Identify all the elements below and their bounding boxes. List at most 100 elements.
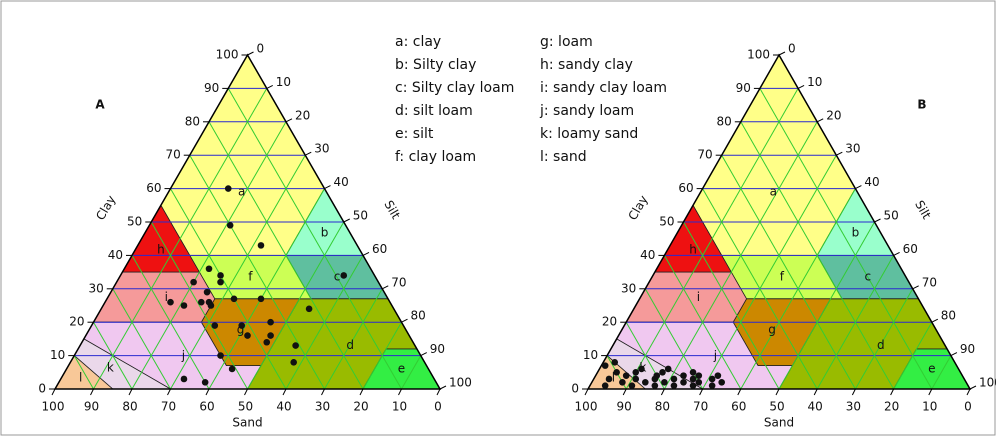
sample-point — [207, 302, 215, 309]
sample-point — [267, 318, 274, 326]
sample-point — [244, 332, 251, 339]
sample-point — [664, 365, 672, 373]
silt-grid-line — [854, 288, 914, 390]
sand-tick — [660, 388, 665, 396]
clay-tick-label: 50 — [659, 215, 674, 229]
silt-tick-label: 60 — [903, 242, 918, 256]
sample-point — [659, 369, 666, 376]
sample-point — [217, 278, 224, 286]
sample-point — [708, 382, 716, 389]
legend-entry: k: loamy sand — [540, 126, 638, 142]
sand-grid-line — [683, 221, 780, 390]
sand-tick-label: 60 — [731, 400, 746, 414]
silt-grid-line — [324, 288, 383, 390]
sample-point — [226, 222, 234, 229]
sample-point — [217, 272, 224, 279]
region-label: c — [334, 270, 341, 284]
silt-tick-label: 0 — [788, 42, 796, 56]
silt-grid-line — [625, 88, 799, 390]
silt-tick — [893, 251, 900, 256]
legend-entry: c: Silty clay loam — [395, 80, 514, 96]
silt-tick — [797, 84, 805, 89]
sand-tick — [398, 388, 402, 396]
sample-point — [714, 372, 722, 379]
sand-tick — [359, 388, 364, 396]
sand-tick — [699, 388, 704, 396]
silt-tick — [836, 151, 843, 156]
sand-tick — [282, 388, 287, 396]
region-label: d — [877, 338, 885, 352]
region-label: g — [237, 323, 245, 337]
clay-tick-label: 0 — [38, 382, 46, 396]
sand-tick-label: 40 — [276, 400, 291, 414]
legend-entry: f: clay loam — [395, 149, 476, 165]
silt-tick-label: 20 — [826, 108, 841, 122]
silt-grid-line — [362, 321, 402, 390]
legend-entry: b: Silty clay — [395, 57, 476, 73]
sample-point — [224, 185, 232, 192]
silt-tick-label: 90 — [430, 342, 445, 356]
region-label: a — [238, 184, 245, 198]
region-label: j — [181, 349, 185, 363]
silt-grid-line — [208, 188, 325, 390]
sample-point — [695, 379, 703, 386]
silt-tick-label: 80 — [941, 309, 956, 323]
region-label: g — [768, 323, 776, 337]
sand-tick-label: 90 — [84, 400, 99, 414]
sample-point — [611, 358, 619, 366]
region-label: f — [780, 270, 785, 284]
clay-tick-label: 70 — [165, 148, 180, 162]
sample-point — [680, 372, 687, 379]
sample-point — [205, 265, 213, 273]
sample-point — [180, 302, 188, 309]
sand-tick — [584, 388, 589, 396]
sample-point — [211, 322, 219, 329]
clay-tick-label: 80 — [717, 114, 732, 128]
silt-tick — [362, 251, 370, 256]
silt-tick — [855, 185, 862, 190]
silt-tick — [382, 285, 389, 290]
sand-tick-label: 40 — [808, 400, 823, 414]
sample-point — [632, 375, 640, 383]
silt-tick — [778, 51, 786, 56]
sand-tick-label: 50 — [238, 400, 253, 414]
sample-point — [651, 382, 659, 389]
legend-entry: a: clay — [395, 34, 441, 50]
silt-tick — [969, 385, 977, 390]
sand-tick-label: 90 — [617, 400, 632, 414]
legend-entry: j: sandy loam — [539, 103, 634, 119]
clay-tick-label: 0 — [571, 382, 579, 396]
sample-point — [619, 379, 626, 386]
sand-tick-label: 0 — [964, 400, 972, 414]
silt-tick — [950, 352, 958, 357]
sand-tick — [622, 388, 627, 396]
legend-entry: i: sandy clay loam — [540, 80, 667, 96]
sample-point — [203, 288, 211, 296]
region-label: l — [612, 370, 615, 384]
sample-point — [670, 382, 678, 389]
sand-tick — [128, 388, 133, 396]
sand-tick-label: 100 — [42, 400, 65, 414]
sample-point — [680, 379, 687, 386]
silt-tick — [816, 118, 824, 123]
sand-tick-label: 0 — [434, 400, 442, 414]
silt-grid-line — [740, 188, 856, 390]
clay-tick-label: 90 — [736, 81, 751, 95]
sample-point — [190, 278, 197, 286]
clay-tick-label: 30 — [621, 281, 636, 295]
sand-tick — [244, 388, 248, 396]
silt-grid-line — [131, 121, 287, 390]
silt-tick-label: 20 — [295, 108, 310, 122]
silt-tick — [401, 318, 408, 323]
sand-tick-label: 20 — [884, 400, 899, 414]
silt-tick-label: 100 — [449, 376, 472, 390]
silt-tick — [285, 118, 293, 123]
sand-axis-title: Sand — [764, 416, 794, 430]
sample-point — [689, 382, 697, 389]
sample-point — [670, 375, 678, 383]
sand-tick-label: 30 — [846, 400, 861, 414]
sample-point — [605, 375, 613, 383]
clay-tick-label: 30 — [88, 281, 103, 295]
sand-tick — [436, 388, 441, 396]
sample-point — [305, 305, 313, 313]
